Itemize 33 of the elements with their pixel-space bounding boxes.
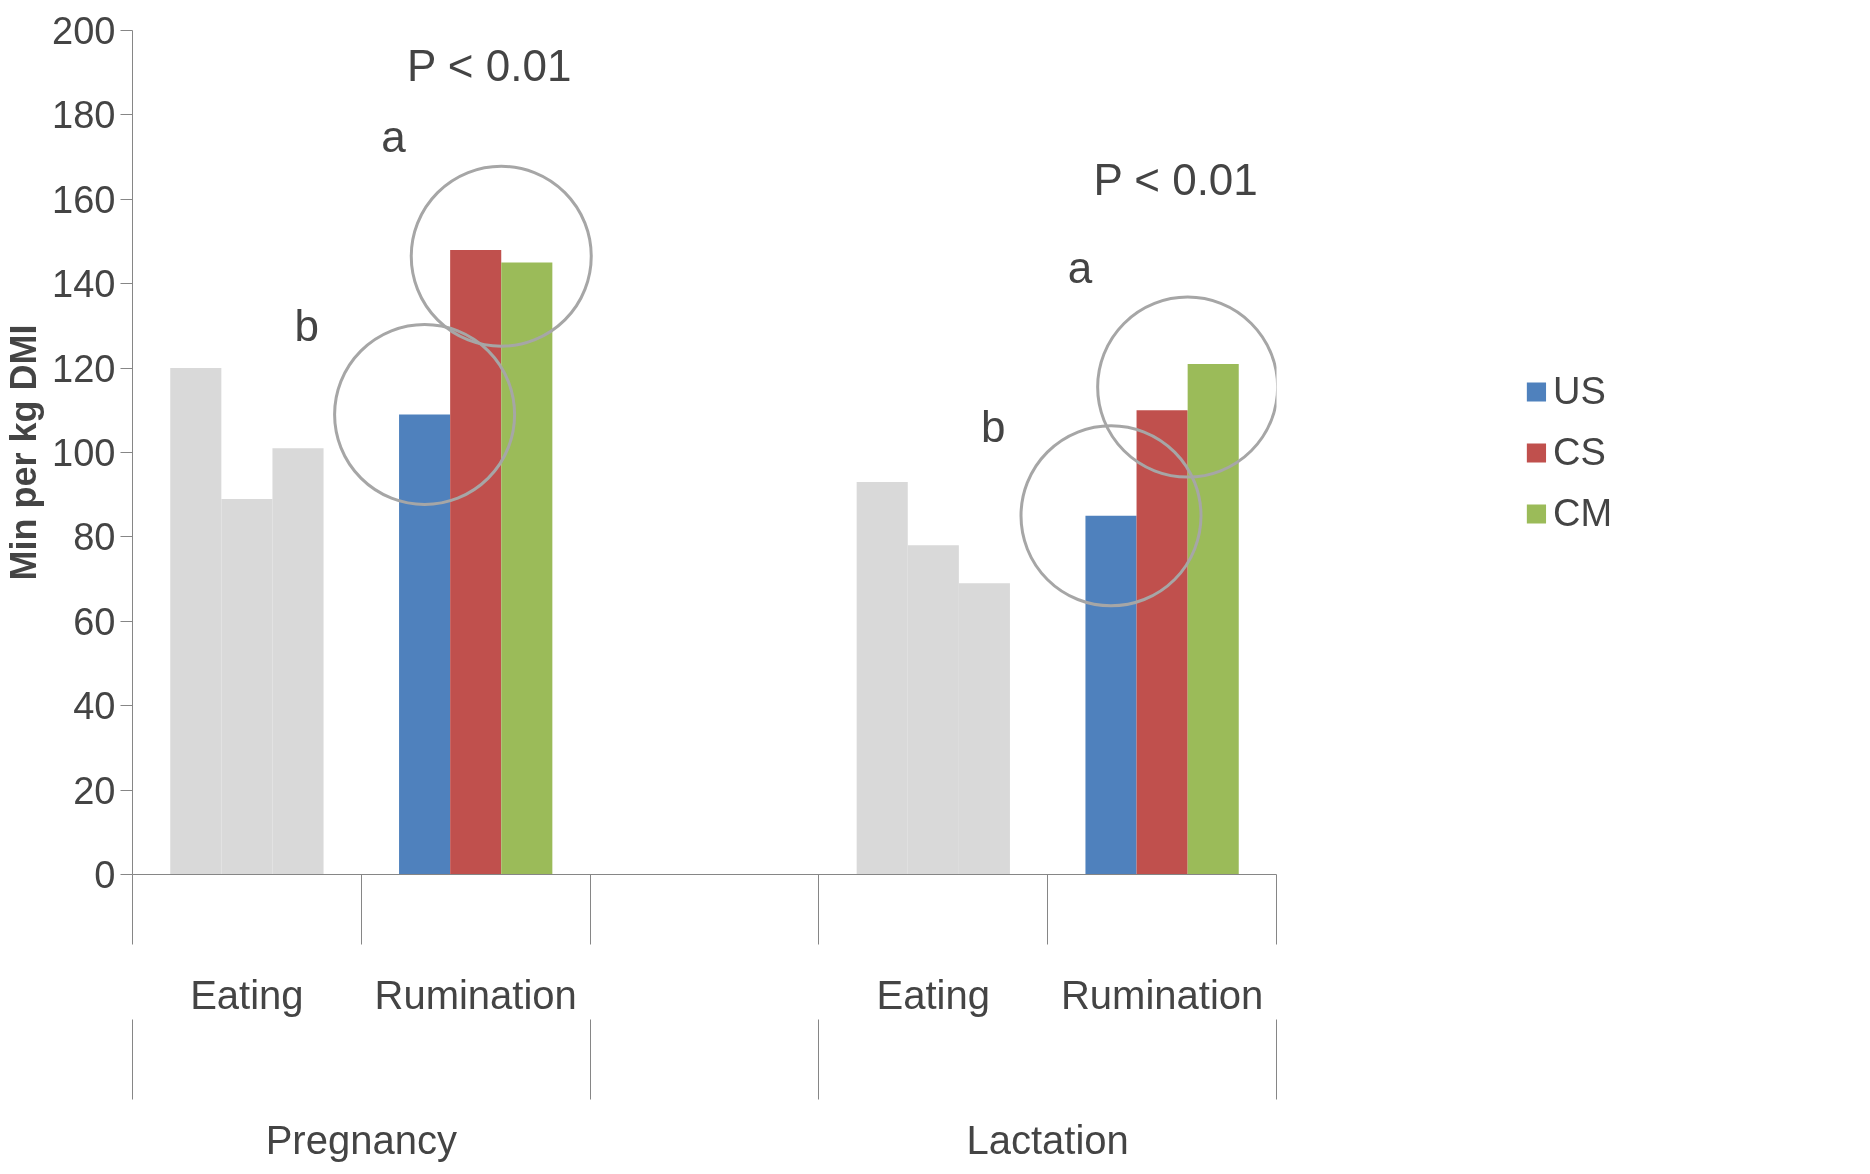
x-tick-label: Rumination <box>1060 972 1264 1017</box>
annotation: b <box>294 300 320 350</box>
y-tick-label: 0 <box>94 854 116 896</box>
y-tick-label: 160 <box>52 178 116 221</box>
annotation: P < 0.01 <box>1093 154 1258 204</box>
legend-label: US <box>1552 369 1606 413</box>
annotation: a <box>381 112 407 162</box>
y-tick-label: 180 <box>52 94 116 137</box>
y-tick-label: 200 <box>52 10 116 52</box>
x-tick-label: Rumination <box>374 972 577 1017</box>
y-tick-label: 100 <box>52 432 116 474</box>
y-axis-title: Min per kg DMI <box>3 324 45 581</box>
text: Lactation <box>966 1117 1129 1162</box>
bar <box>399 414 451 875</box>
annotation: P < 0.01 <box>407 40 572 90</box>
bar <box>501 262 553 875</box>
bar <box>1187 363 1239 875</box>
text: Pregnancy <box>265 1117 457 1162</box>
y-tick-label: 20 <box>73 769 116 812</box>
x-tick-label: Eating <box>190 972 304 1017</box>
y-tick-label: 120 <box>52 347 116 390</box>
annotation: b <box>981 401 1006 451</box>
y-tick-label: 80 <box>73 516 116 559</box>
bar <box>1085 515 1137 875</box>
x-tick-label: Eating <box>876 972 991 1017</box>
bar <box>1136 410 1188 875</box>
annotation: a <box>1067 243 1093 293</box>
legend-label: CS <box>1552 430 1606 474</box>
y-tick-label: 60 <box>73 600 116 643</box>
y-tick-label: 40 <box>73 685 116 728</box>
legend-label: CM <box>1552 491 1613 535</box>
y-tick-label: 140 <box>52 263 116 306</box>
bar <box>450 249 502 875</box>
